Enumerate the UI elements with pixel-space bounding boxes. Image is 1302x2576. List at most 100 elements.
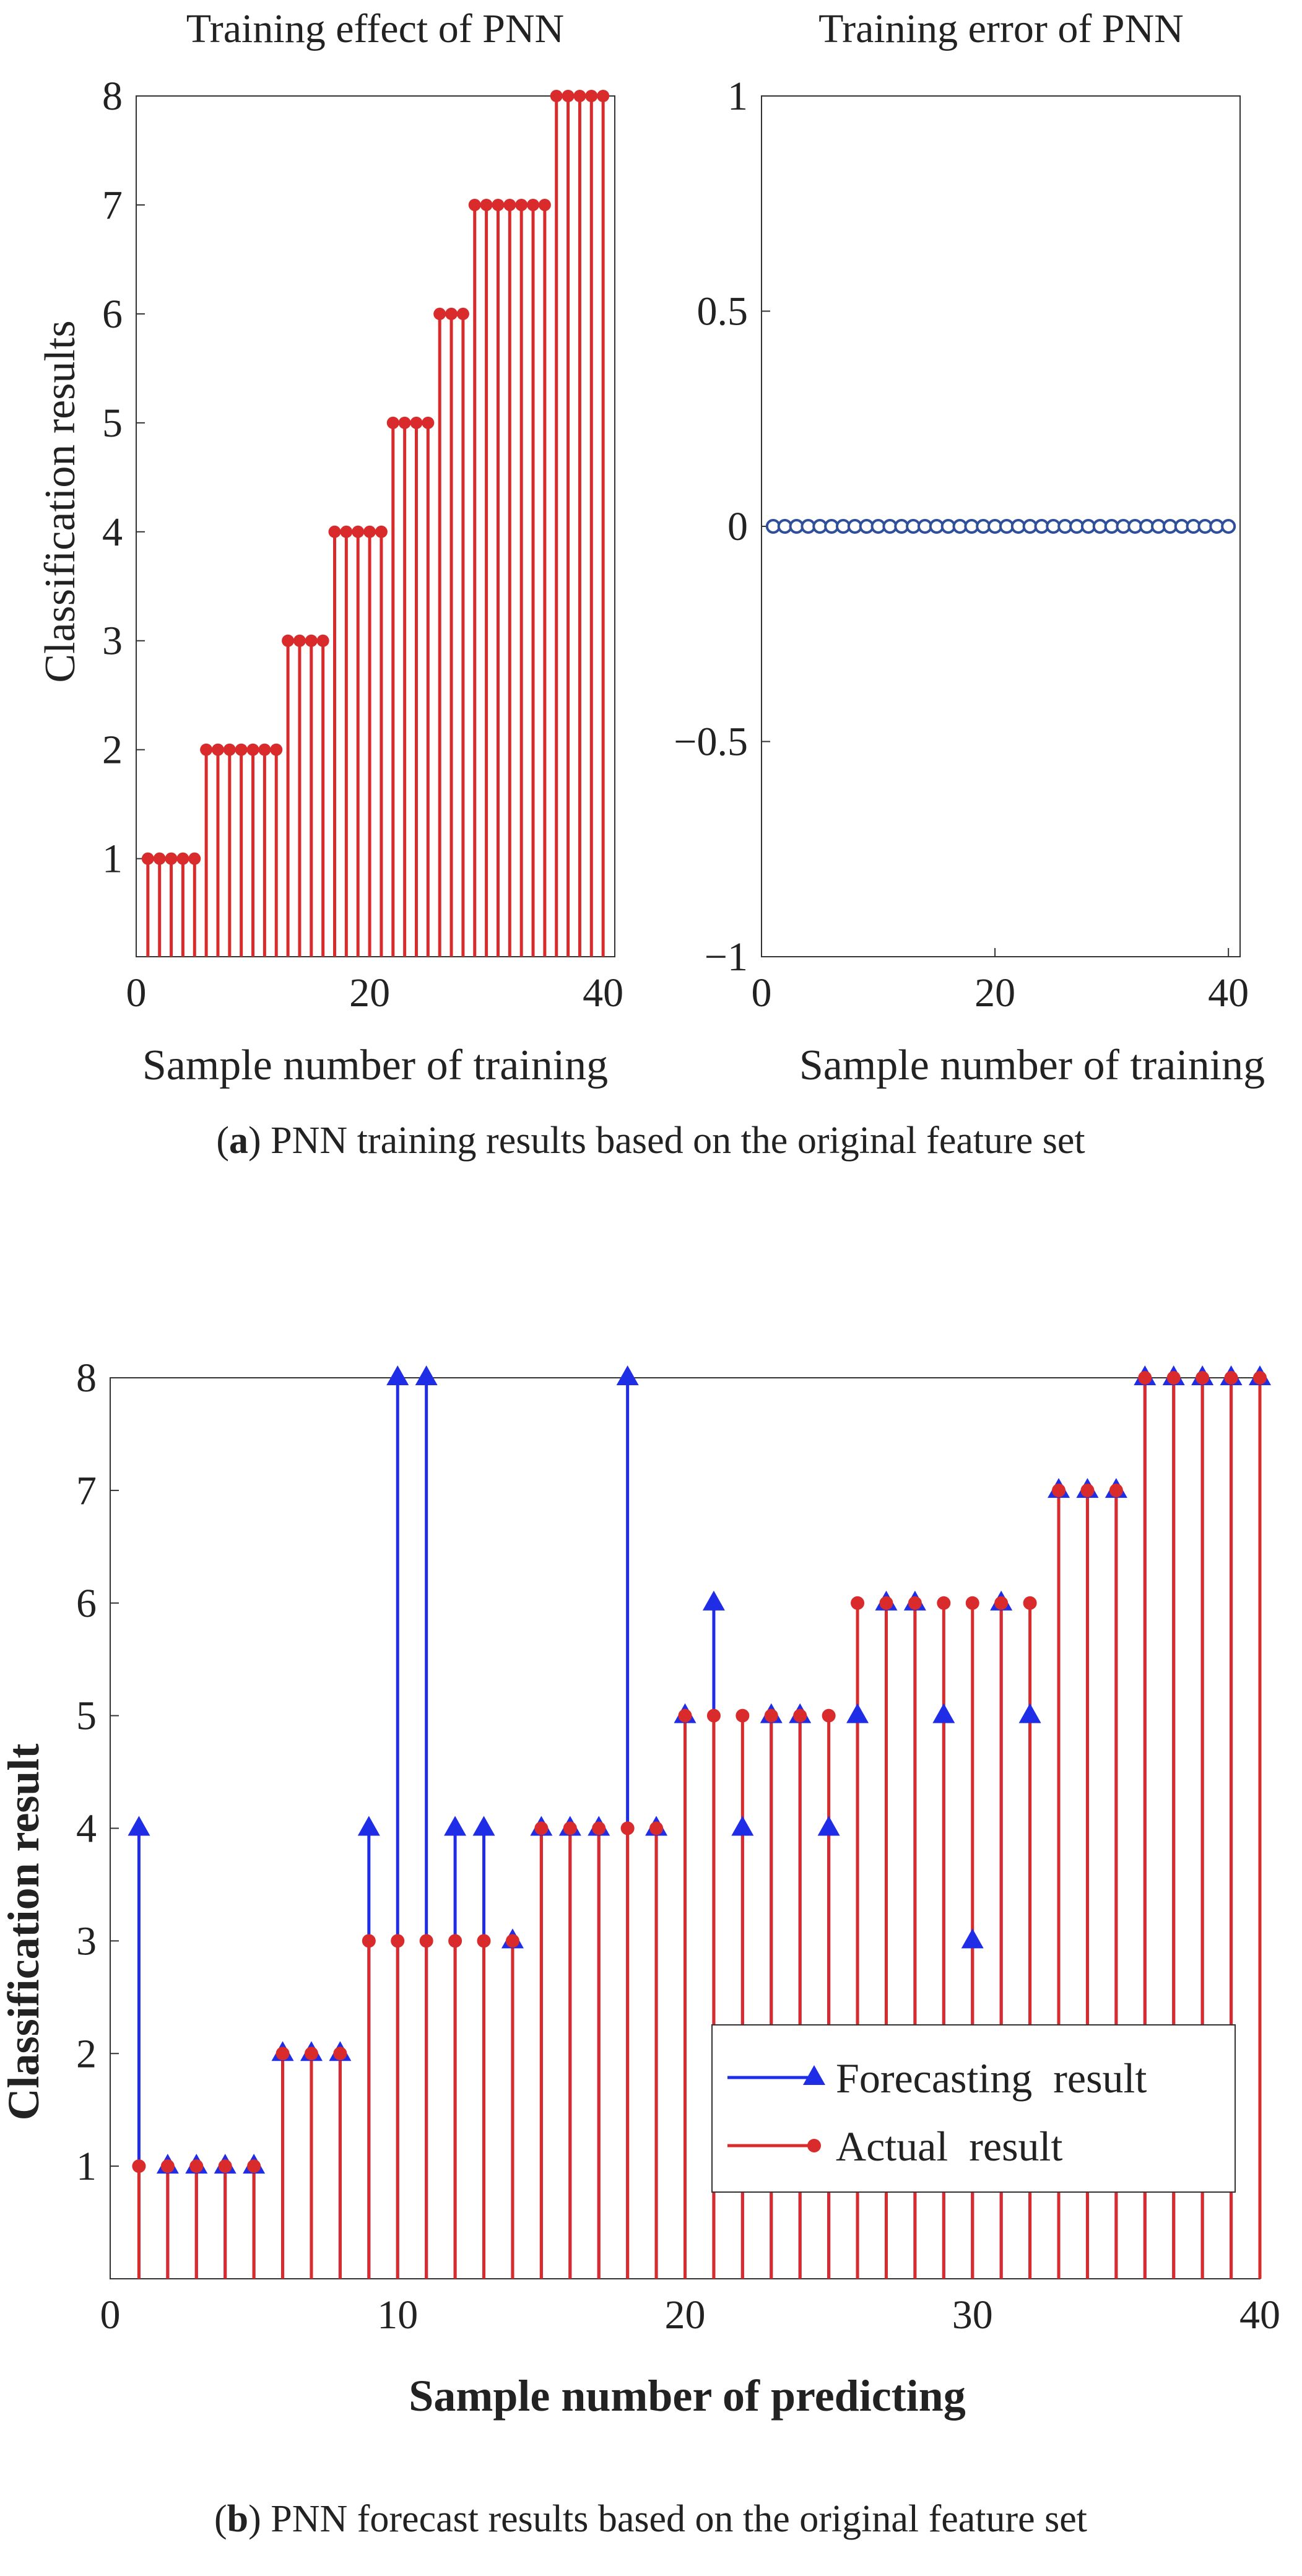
forecast-point (702, 1590, 725, 1611)
forecast-y-label: Classification result (0, 1744, 48, 2121)
training-effect-point (492, 198, 505, 211)
actual-point (534, 1821, 549, 1835)
training-effect-point (340, 525, 353, 538)
training-effect-y-tick-label: 4 (102, 510, 123, 555)
training-error-x-tick-label: 0 (752, 970, 772, 1016)
training-effect-point (456, 307, 469, 320)
training-effect-point (165, 852, 178, 865)
actual-point (937, 1596, 951, 1610)
forecast-y-tick-label: 2 (76, 2031, 97, 2076)
actual-point (736, 1708, 750, 1723)
training-effect-point (153, 852, 166, 865)
forecast-results-chart: Classification result Sample number of p… (0, 1355, 1280, 2421)
training-effect-point (258, 743, 271, 756)
forecast-x-tick-label: 40 (1239, 2292, 1280, 2338)
training-effect-point (386, 416, 399, 429)
training-effect-y-tick-label: 6 (102, 292, 123, 337)
training-effect-x-tick-label: 20 (349, 970, 390, 1016)
caption-b-letter: b (227, 2498, 248, 2540)
forecast-x-tick-label: 20 (665, 2292, 706, 2338)
actual-point (419, 1934, 433, 1948)
training-effect-point (538, 198, 551, 211)
training-effect-y-label: Classification results (37, 320, 84, 682)
training-effect-point (363, 525, 376, 538)
training-effect-x-label: Sample number of training (142, 1042, 608, 1089)
training-effect-point (305, 634, 318, 647)
training-effect-point (445, 307, 458, 320)
forecast-y-tick-label: 6 (76, 1581, 97, 1626)
actual-point (649, 1821, 664, 1835)
training-effect-title: Training effect of PNN (186, 6, 564, 51)
training-effect-point (246, 743, 259, 756)
actual-point (994, 1596, 1009, 1610)
training-error-x-tick-label: 20 (974, 970, 1015, 1016)
actual-point (563, 1821, 577, 1835)
actual-point (391, 1934, 405, 1948)
actual-point (1109, 1483, 1123, 1497)
actual-point (218, 2159, 232, 2174)
actual-point (362, 1934, 376, 1948)
forecast-x-label: Sample number of predicting (409, 2371, 965, 2421)
actual-point (908, 1596, 922, 1610)
training-effect-point (200, 743, 213, 756)
training-effect-point (316, 634, 329, 647)
forecast-point (932, 1703, 955, 1723)
actual-point (505, 1934, 519, 1948)
training-error-y-tick-label: −1 (705, 934, 748, 980)
actual-point (764, 1708, 778, 1723)
training-error-y-tick-label: 1 (727, 74, 748, 119)
actual-point (247, 2159, 261, 2174)
actual-point (160, 2159, 175, 2174)
forecast-y-tick-label: 1 (76, 2144, 97, 2189)
actual-point (132, 2159, 146, 2174)
training-effect-point (176, 852, 189, 865)
forecast-x-tick-label: 10 (377, 2292, 418, 2338)
legend-actual-marker (807, 2139, 821, 2152)
forecast-x-tick-label: 0 (100, 2292, 121, 2338)
caption-b-text: PNN forecast results based on the origin… (261, 2498, 1087, 2540)
actual-point (678, 1708, 692, 1723)
actual-point (448, 1934, 462, 1948)
actual-point (304, 2047, 318, 2061)
training-effect-point (468, 198, 481, 211)
training-effect-point (433, 307, 446, 320)
training-effect-point (375, 525, 388, 538)
training-effect-point (352, 525, 365, 538)
training-effect-point (211, 743, 224, 756)
training-effect-point (410, 416, 423, 429)
training-effect-point (573, 90, 586, 102)
training-effect-point (597, 90, 610, 102)
actual-point (1052, 1483, 1066, 1497)
training-effect-point (422, 416, 435, 429)
legend-forecast-marker (803, 2065, 825, 2085)
legend: Forecasting result Actual result (711, 2024, 1236, 2193)
training-error-y-tick-label: 0.5 (697, 289, 749, 334)
training-effect-x-tick-label: 0 (126, 970, 147, 1016)
training-effect-point (270, 743, 283, 756)
training-effect-point (223, 743, 236, 756)
legend-forecast-label: Forecasting result (836, 2055, 1147, 2102)
training-effect-chart: Training effect of PNN Classification re… (37, 6, 623, 1089)
training-effect-y-tick-label: 3 (102, 619, 123, 664)
training-effect-point (527, 198, 540, 211)
forecast-y-tick-label: 8 (76, 1355, 97, 1401)
training-effect-y-tick-label: 1 (102, 837, 123, 882)
forecast-point (731, 1816, 754, 1836)
caption-b: (b) PNN forecast results based on the or… (214, 2498, 1087, 2540)
actual-point (879, 1596, 893, 1610)
training-error-x-tick-label: 40 (1208, 970, 1249, 1016)
training-effect-point (328, 525, 341, 538)
forecast-point (1018, 1703, 1041, 1723)
training-effect-point (398, 416, 411, 429)
training-error-x-label: Sample number of training (799, 1042, 1265, 1089)
training-effect-point (293, 634, 306, 647)
forecast-point (357, 1816, 380, 1836)
forecast-point (444, 1816, 467, 1836)
actual-point (477, 1934, 491, 1948)
legend-box (711, 2024, 1236, 2193)
actual-point (851, 1596, 865, 1610)
training-effect-point (188, 852, 201, 865)
training-effect-point (141, 852, 154, 865)
forecast-point (472, 1816, 495, 1836)
